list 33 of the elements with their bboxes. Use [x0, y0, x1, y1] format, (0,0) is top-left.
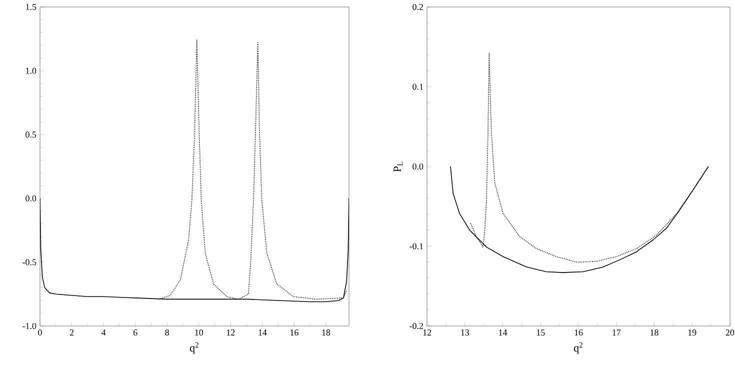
x-axis-title: q$^{2}$: [574, 342, 582, 354]
x-tick-label: 16: [574, 330, 583, 336]
x-tick-label: 18: [322, 330, 330, 336]
x-axis-title: q$^{2}$: [190, 342, 198, 354]
x-tick-label: 10: [195, 330, 204, 336]
x-tick-label: 12: [226, 330, 235, 336]
y-tick-label: 0.2: [412, 4, 423, 10]
x-tick-label: 4: [101, 330, 106, 336]
y-tick-label: -1.0: [22, 322, 36, 330]
x-tick-label: 2: [70, 330, 74, 336]
y-tick-label: 1.5: [26, 4, 36, 10]
x-tick-label: 8: [165, 330, 169, 336]
x-tick-label: 12: [423, 330, 431, 336]
x-tick-label: 14: [499, 330, 508, 336]
x-tick-label: 16: [290, 330, 298, 336]
y-tick-label: -0.1: [410, 243, 423, 250]
y-tick-label: -0.5: [22, 259, 36, 266]
x-tick-label: 14: [258, 330, 267, 336]
x-tick-label: 13: [461, 330, 470, 336]
x-tick-label: 17: [612, 330, 621, 336]
y-tick-label: 0.0: [26, 195, 36, 202]
x-tick-label: 18: [650, 330, 658, 336]
y-tick-label: -0.2: [410, 322, 423, 330]
x-tick-label: 6: [133, 330, 138, 336]
y-tick-label: 0.1: [412, 84, 423, 90]
y-axis-title: P$_{L}$: [394, 162, 402, 172]
y-tick-label: 0.0: [412, 163, 424, 170]
x-tick-label: 15: [536, 330, 545, 336]
y-tick-label: 1.0: [26, 68, 36, 74]
x-tick-label: 19: [688, 330, 696, 336]
x-tick-label: 0: [38, 330, 42, 336]
x-tick-label: 20: [726, 330, 734, 336]
y-tick-label: 0.5: [26, 132, 36, 138]
